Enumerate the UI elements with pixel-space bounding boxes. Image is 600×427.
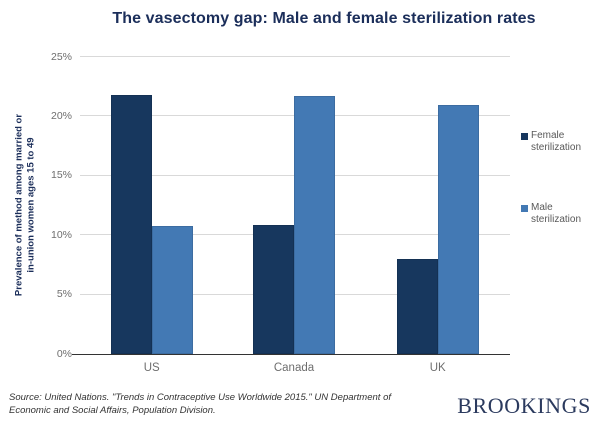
y-tick-label-20%: 20% — [50, 109, 72, 122]
legend-label-female-sterilization: Female sterilization — [531, 130, 582, 153]
bar-male-sterilization-us — [151, 225, 193, 354]
y-tick-label-0%: 0% — [56, 347, 72, 360]
legend-label-male-sterilization: Male sterilization — [531, 202, 582, 225]
y-tick-label-15%: 15% — [50, 169, 72, 182]
x-tick-label-us: US — [143, 362, 160, 374]
brookings-logo: BROOKINGS — [457, 393, 591, 418]
y-tick-label-10%: 10% — [50, 228, 72, 241]
y-tick-label-25%: 25% — [50, 50, 72, 63]
legend-swatch-female-sterilization — [521, 133, 528, 140]
x-tick-label-uk: UK — [429, 362, 446, 374]
legend-entry-female-sterilization: Female sterilization — [521, 130, 595, 153]
y-tick-label-5%: 5% — [56, 288, 72, 301]
chart-title: The vasectomy gap: Male and female steri… — [112, 10, 536, 27]
legend-swatch-male-sterilization — [521, 205, 528, 212]
x-axis-line — [72, 353, 510, 355]
gridline-25% — [80, 56, 510, 57]
x-tick-label-canada: Canada — [273, 362, 315, 374]
source-note: Source: United Nations. "Trends in Contr… — [9, 391, 449, 417]
y-axis-title: Prevalence of method among married or in… — [13, 113, 37, 297]
source-line-1: Source: United Nations. "Trends in Contr… — [9, 392, 391, 403]
legend-entry-male-sterilization: Male sterilization — [521, 202, 595, 225]
source-line-2: Economic and Social Affairs, Population … — [9, 405, 216, 417]
bar-female-sterilization-uk — [396, 258, 438, 354]
bar-female-sterilization-us — [110, 95, 152, 354]
plot-area — [72, 56, 510, 355]
bar-male-sterilization-uk — [437, 104, 479, 354]
bar-female-sterilization-canada — [253, 224, 294, 354]
bar-male-sterilization-canada — [294, 96, 335, 354]
